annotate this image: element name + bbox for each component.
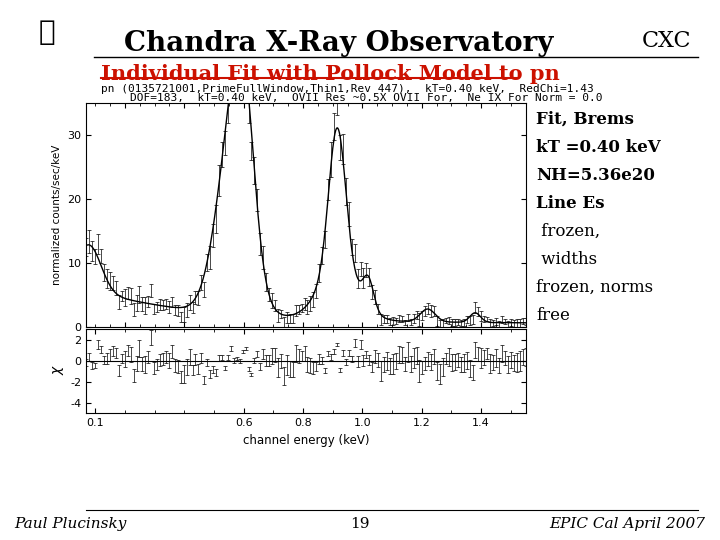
Text: free: free [536,307,570,324]
Text: pn (0135721001,PrimeFullWindow,Thin1,Rev 447),  kT=0.40 keV,  RedChi=1.43: pn (0135721001,PrimeFullWindow,Thin1,Rev… [101,84,593,94]
X-axis label: channel energy (keV): channel energy (keV) [243,434,369,447]
Text: 🛰: 🛰 [38,18,55,46]
Text: frozen, norms: frozen, norms [536,279,654,296]
Text: Chandra X-Ray Observatory: Chandra X-Ray Observatory [124,30,553,57]
Text: widths: widths [536,251,598,268]
Text: NH=5.36e20: NH=5.36e20 [536,167,655,184]
Text: EPIC Cal April 2007: EPIC Cal April 2007 [549,517,706,531]
Text: CXC: CXC [642,30,691,52]
Text: Line Es: Line Es [536,195,605,212]
Text: Paul Plucinsky: Paul Plucinsky [14,517,127,531]
Y-axis label: normalized counts/sec/keV: normalized counts/sec/keV [52,145,62,285]
Text: frozen,: frozen, [536,223,600,240]
Y-axis label: χ: χ [51,367,65,375]
Text: Fit, Brems: Fit, Brems [536,111,634,127]
Text: Individual Fit with Pollock Model to pn: Individual Fit with Pollock Model to pn [101,64,559,84]
Text: kT =0.40 keV: kT =0.40 keV [536,139,661,156]
Text: 19: 19 [350,517,370,531]
Text: DOF=183,  kT=0.40 keV,  OVII Res ~0.5X OVII For,  Ne IX For Norm = 0.0: DOF=183, kT=0.40 keV, OVII Res ~0.5X OVI… [130,93,602,103]
